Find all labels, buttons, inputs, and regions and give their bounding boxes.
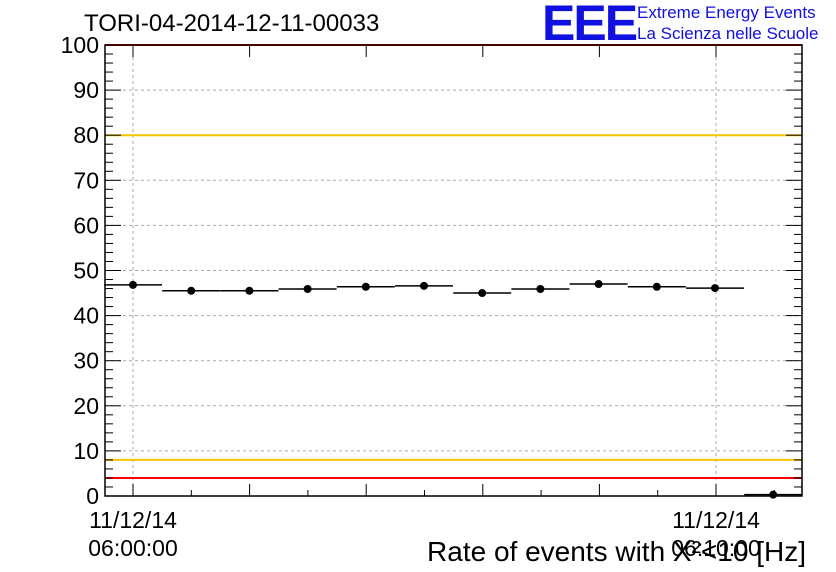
data-point <box>420 281 428 290</box>
y-tick-label: 0 <box>86 483 99 509</box>
x-tick-label-date: 11/12/14 <box>672 507 760 533</box>
data-point <box>536 284 545 293</box>
grid-lines <box>105 45 802 496</box>
data-point <box>361 282 370 291</box>
y-tick-label: 10 <box>73 438 99 464</box>
x-tick-label-time: 06:10:00 <box>671 535 761 561</box>
eee-logo: EEE <box>542 0 638 51</box>
data-point <box>129 280 137 289</box>
y-tick-labels: 0 10 20 30 40 50 60 70 80 90 100 <box>61 32 99 509</box>
y-axis-label: Rate of events with X²<10 [Hz] <box>427 536 806 567</box>
data-point <box>187 286 196 295</box>
data-points <box>104 280 803 499</box>
y-tick-label: 80 <box>73 122 99 148</box>
logo-line-2: La Scienza nelle Scuole <box>637 24 819 43</box>
data-point <box>711 284 719 293</box>
axis-ticks <box>105 44 802 497</box>
y-tick-label: 100 <box>61 32 99 58</box>
y-tick-label: 60 <box>73 212 99 238</box>
y-tick-label: 70 <box>73 167 99 193</box>
data-point <box>769 490 778 499</box>
y-tick-label: 30 <box>73 348 99 374</box>
data-point <box>594 280 603 289</box>
x-tick-label-date: 11/12/14 <box>89 507 177 533</box>
y-tick-label: 20 <box>73 393 99 419</box>
x-tick-label-time: 06:00:00 <box>88 535 178 561</box>
chart-title: TORI-04-2014-12-11-00033 <box>84 10 380 37</box>
y-tick-label: 40 <box>73 303 99 329</box>
y-tick-label: 90 <box>73 77 99 103</box>
logo-line-1: Extreme Energy Events <box>637 3 816 22</box>
data-point <box>478 289 487 298</box>
data-point <box>245 286 254 295</box>
y-tick-label: 50 <box>73 258 99 284</box>
reference-lines <box>105 44 802 479</box>
data-point <box>652 282 661 291</box>
data-point <box>303 284 312 293</box>
